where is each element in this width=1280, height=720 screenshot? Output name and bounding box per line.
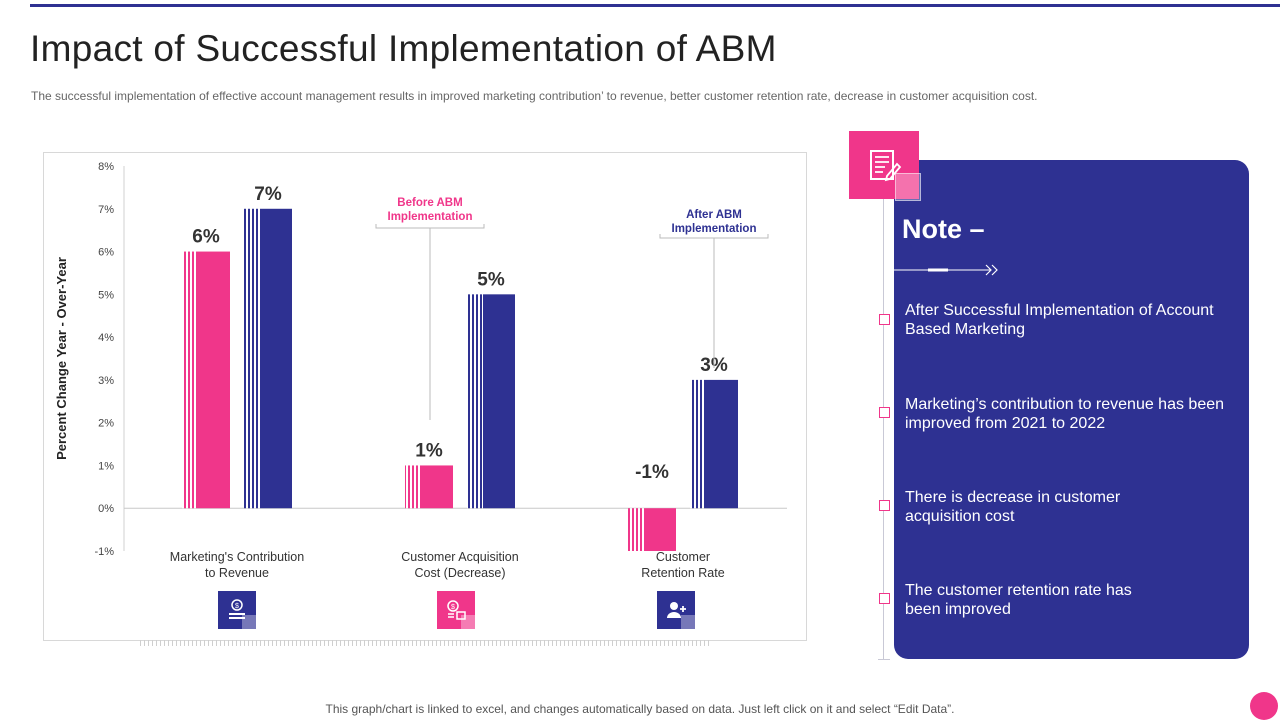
bar-stripe: [182, 251, 198, 509]
callout-bracket: [375, 224, 485, 229]
note-arrow-icon: [894, 264, 998, 276]
note-bullet: [879, 407, 890, 418]
note-bullet: [879, 593, 890, 604]
category-label: to Revenue: [205, 566, 269, 580]
y-axis-title: Percent Change Year - Over-Year: [54, 257, 69, 460]
y-tick-label: 3%: [98, 375, 114, 387]
bar-stripe: [628, 508, 644, 551]
bar-before: [198, 251, 230, 509]
svg-text:$: $: [451, 604, 455, 611]
note-item: After Successful Implementation of Accou…: [905, 302, 1214, 338]
callout-label: After ABM: [686, 209, 742, 221]
bar-stripe: [405, 465, 421, 509]
y-tick-label: 4%: [98, 332, 114, 344]
callout-label: Before ABM: [397, 197, 462, 209]
note-item: The customer retention rate has been imp…: [905, 582, 1132, 618]
bar-after: [706, 379, 738, 509]
note-title: Note –: [902, 214, 985, 244]
category-label: Marketing's Contribution: [170, 550, 304, 564]
data-label: -1%: [635, 462, 669, 483]
callout-label: Implementation: [672, 223, 757, 235]
note-bullet: [879, 500, 890, 511]
page-title: Impact of Successful Implementation of A…: [30, 28, 777, 69]
decorative-dot: [1250, 692, 1278, 720]
category-label: Cost (Decrease): [415, 566, 506, 580]
category-label: Customer: [656, 550, 710, 564]
note-item: There is decrease in customer acquisitio…: [905, 489, 1121, 525]
note-item: Marketing’s contribution to revenue has …: [905, 396, 1225, 432]
svg-text:$: $: [235, 603, 239, 610]
data-label: 6%: [192, 227, 220, 248]
note-timeline-foot: [878, 659, 890, 660]
bar-stripe: [690, 379, 706, 509]
y-tick-label: 8%: [98, 161, 114, 173]
y-tick-label: 7%: [98, 204, 114, 216]
bar-stripe: [467, 294, 483, 509]
y-tick-label: 0%: [98, 503, 114, 515]
bar-chart[interactable]: 8% 7% 6% 5% 4% 3% 2% 1% 0% -1% Percent Change Year…: [0, 0, 820, 660]
page-subtitle: The successful implementation of effecti…: [31, 89, 1038, 103]
bar-after: [260, 208, 292, 509]
category-label: Customer Acquisition: [401, 550, 518, 564]
y-tick-label: 6%: [98, 247, 114, 259]
document-pen-icon: [849, 131, 921, 201]
bar-stripe: [244, 208, 260, 509]
data-label: 7%: [254, 184, 282, 205]
callout-label: Implementation: [388, 211, 473, 223]
category-label: Retention Rate: [641, 566, 724, 580]
y-tick-label: 5%: [98, 289, 114, 301]
bar-before: [421, 465, 453, 509]
chart-hatch-decoration: [140, 640, 710, 646]
y-tick-label: 2%: [98, 418, 114, 430]
note-timeline-line: [883, 180, 884, 660]
y-tick-label: -1%: [94, 546, 114, 558]
footer-note: This graph/chart is linked to excel, and…: [325, 702, 955, 716]
bar-before: [644, 508, 676, 551]
note-panel: [894, 160, 1249, 659]
money-growth-icon: $: [218, 591, 256, 629]
note-bullet: [879, 314, 890, 325]
y-tick-label: 1%: [98, 460, 114, 472]
data-label: 1%: [415, 440, 443, 461]
data-label: 5%: [477, 269, 505, 290]
user-plus-icon: [657, 591, 695, 629]
top-rule: [30, 4, 1280, 7]
money-stack-icon: $: [437, 591, 475, 629]
bar-after: [483, 294, 515, 509]
